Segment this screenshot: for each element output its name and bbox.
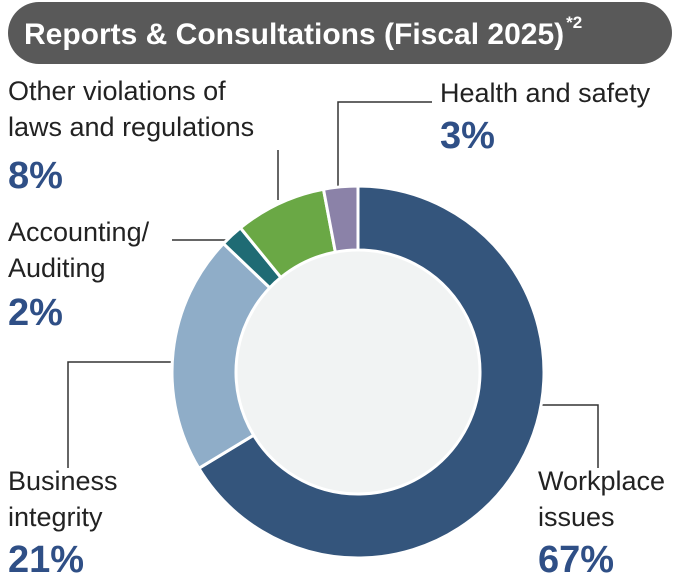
chart-title: Reports & Consultations (Fiscal 2025) — [24, 18, 564, 51]
category-label: issues — [538, 502, 615, 532]
category-label: Auditing — [8, 253, 106, 283]
value-label: 8% — [8, 155, 63, 197]
value-label: 3% — [440, 115, 495, 157]
category-label: Other violations of — [8, 76, 226, 106]
value-label: 2% — [8, 292, 63, 334]
slice — [196, 184, 546, 560]
value-label: 67% — [538, 539, 614, 581]
category-label: Business — [8, 466, 118, 496]
category-label: Health and safety — [440, 78, 651, 108]
category-label: laws and regulations — [8, 112, 254, 142]
leader-lines — [67, 101, 599, 468]
title-note: *2 — [566, 13, 582, 32]
category-label: Accounting/ — [8, 217, 150, 247]
title-bar — [8, 2, 672, 64]
category-label: Workplace — [538, 466, 665, 496]
donut-hole — [237, 251, 479, 493]
value-label: 21% — [8, 539, 84, 581]
category-label: integrity — [8, 502, 103, 532]
slice — [321, 184, 360, 254]
